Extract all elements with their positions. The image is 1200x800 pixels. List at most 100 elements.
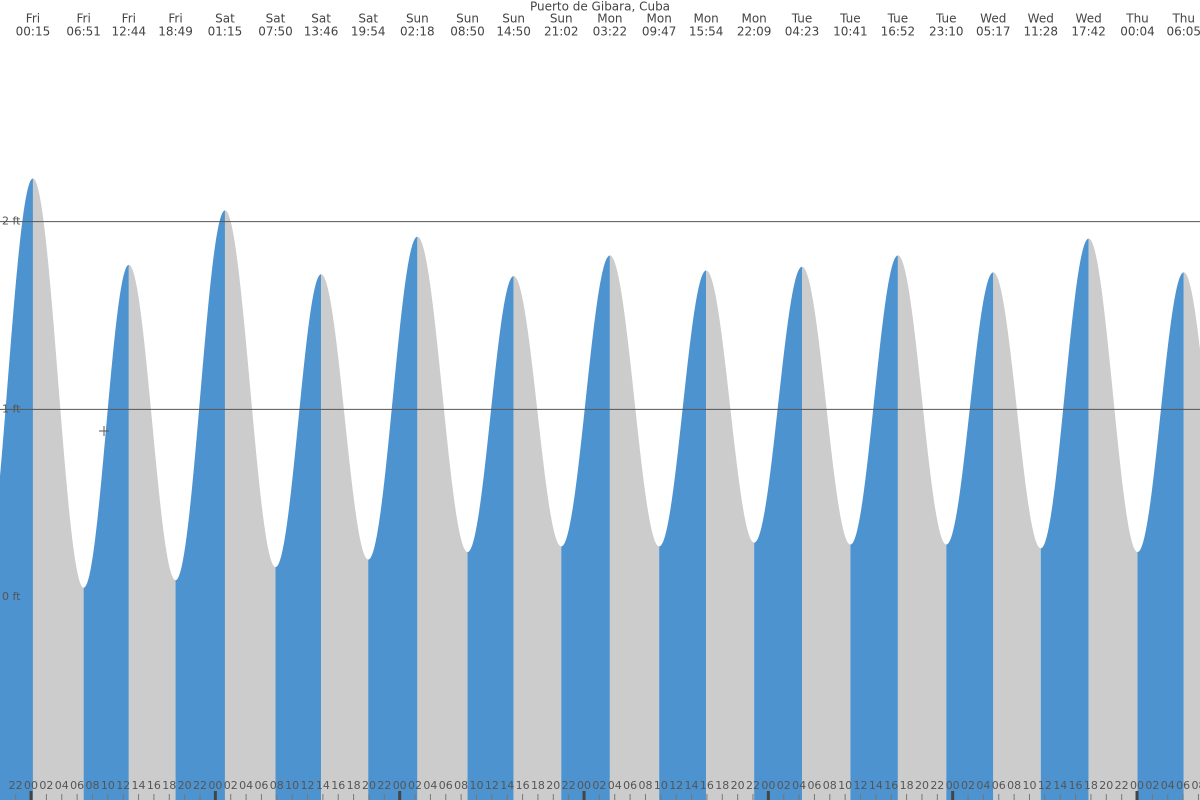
x-tick-label: 12 xyxy=(485,779,499,792)
extreme-time: 01:15 xyxy=(208,25,243,39)
extreme-day: Sun xyxy=(550,12,573,26)
extreme-time: 06:51 xyxy=(66,25,101,39)
x-tick-label: 16 xyxy=(700,779,714,792)
x-tick-label: 06 xyxy=(992,779,1006,792)
x-tick-label: 22 xyxy=(1115,779,1129,792)
x-tick-label: 00 xyxy=(761,779,775,792)
x-tick-label: 18 xyxy=(900,779,914,792)
extreme-day: Wed xyxy=(980,12,1006,26)
extreme-time: 17:42 xyxy=(1071,25,1106,39)
x-tick-label: 08 xyxy=(454,779,468,792)
extreme-time: 11:28 xyxy=(1023,25,1058,39)
extreme-day: Mon xyxy=(647,12,672,26)
x-tick-label: 00 xyxy=(24,779,38,792)
x-tick-label: 10 xyxy=(1022,779,1036,792)
extreme-day: Sun xyxy=(406,12,429,26)
x-tick-label: 20 xyxy=(178,779,192,792)
extreme-day: Thu xyxy=(1125,12,1149,26)
tide-segment xyxy=(128,264,176,800)
x-tick-label: 10 xyxy=(469,779,483,792)
tide-segment xyxy=(609,255,660,800)
x-tick-label: 16 xyxy=(884,779,898,792)
extreme-day: Sat xyxy=(358,12,378,26)
extreme-day: Wed xyxy=(1028,12,1054,26)
x-tick-label: 06 xyxy=(623,779,637,792)
x-tick-label: 04 xyxy=(55,779,69,792)
extreme-day: Thu xyxy=(1171,12,1195,26)
x-tick-label: 22 xyxy=(9,779,23,792)
x-tick-label: 00 xyxy=(946,779,960,792)
x-tick-label: 00 xyxy=(393,779,407,792)
tide-segment xyxy=(224,210,276,800)
extreme-time: 23:10 xyxy=(929,25,964,39)
x-tick-label: 02 xyxy=(1145,779,1159,792)
extreme-time: 00:15 xyxy=(16,25,51,39)
x-tick-label: 20 xyxy=(1099,779,1113,792)
x-tick-label: 14 xyxy=(1053,779,1067,792)
extreme-day: Fri xyxy=(122,12,136,26)
extreme-day: Fri xyxy=(76,12,90,26)
extreme-time: 22:09 xyxy=(737,25,772,39)
extreme-time: 04:23 xyxy=(785,25,820,39)
x-tick-label: 14 xyxy=(132,779,146,792)
extreme-time: 00:04 xyxy=(1120,25,1155,39)
tide-segment xyxy=(659,270,707,800)
y-tick-label: 1 ft xyxy=(2,402,21,415)
tide-segment xyxy=(1040,238,1089,800)
x-tick-label: 16 xyxy=(331,779,345,792)
x-tick-label: 22 xyxy=(746,779,760,792)
y-tick-label: 2 ft xyxy=(2,215,21,228)
extreme-day: Sat xyxy=(215,12,235,26)
x-tick-label: 08 xyxy=(638,779,652,792)
tide-segment xyxy=(368,236,418,800)
x-tick-label: 22 xyxy=(562,779,576,792)
x-tick-label: 04 xyxy=(976,779,990,792)
x-tick-label: 18 xyxy=(162,779,176,792)
x-tick-label: 06 xyxy=(254,779,268,792)
extreme-time: 18:49 xyxy=(158,25,193,39)
extreme-day: Sun xyxy=(456,12,479,26)
extreme-day: Mon xyxy=(741,12,766,26)
extreme-time: 05:17 xyxy=(976,25,1011,39)
x-tick-label: 02 xyxy=(408,779,422,792)
tide-segment xyxy=(1088,238,1138,800)
x-tick-label: 04 xyxy=(239,779,253,792)
extreme-time: 13:46 xyxy=(304,25,339,39)
tide-segment xyxy=(467,276,514,800)
x-tick-label: 14 xyxy=(500,779,514,792)
labels: 0 ft1 ft2 ftFri00:15Fri06:51Fri12:44Fri1… xyxy=(2,12,1200,800)
x-tick-label: 20 xyxy=(915,779,929,792)
extreme-time: 14:50 xyxy=(496,25,531,39)
chart-title: Puerto de Gibara, Cuba xyxy=(530,0,670,14)
extreme-day: Sat xyxy=(311,12,331,26)
y-tick-label: 0 ft xyxy=(2,590,21,603)
extreme-time: 21:02 xyxy=(544,25,579,39)
extreme-time: 16:52 xyxy=(881,25,916,39)
grid xyxy=(0,221,1200,410)
x-tick-label: 18 xyxy=(531,779,545,792)
extreme-time: 02:18 xyxy=(400,25,435,39)
tide-segment xyxy=(897,255,947,800)
tide-segment xyxy=(561,255,610,800)
x-tick-label: 12 xyxy=(669,779,683,792)
tide-segment xyxy=(417,236,468,800)
extreme-day: Sat xyxy=(266,12,286,26)
x-tick-label: 22 xyxy=(193,779,207,792)
tide-segment xyxy=(993,272,1041,800)
tide-segment xyxy=(754,266,803,800)
extreme-time: 19:54 xyxy=(351,25,386,39)
tide-segment xyxy=(275,274,322,800)
tide-segment xyxy=(0,178,33,800)
x-tick-label: 06 xyxy=(807,779,821,792)
extreme-day: Tue xyxy=(887,12,909,26)
x-tick-label: 10 xyxy=(838,779,852,792)
extreme-time: 10:41 xyxy=(833,25,868,39)
extreme-time: 07:50 xyxy=(258,25,293,39)
x-tick-label: 14 xyxy=(685,779,699,792)
x-tick-label: 04 xyxy=(1161,779,1175,792)
x-tick-label: 12 xyxy=(854,779,868,792)
extreme-day: Wed xyxy=(1076,12,1102,26)
x-tick-label: 06 xyxy=(70,779,84,792)
x-tick-label: 10 xyxy=(654,779,668,792)
